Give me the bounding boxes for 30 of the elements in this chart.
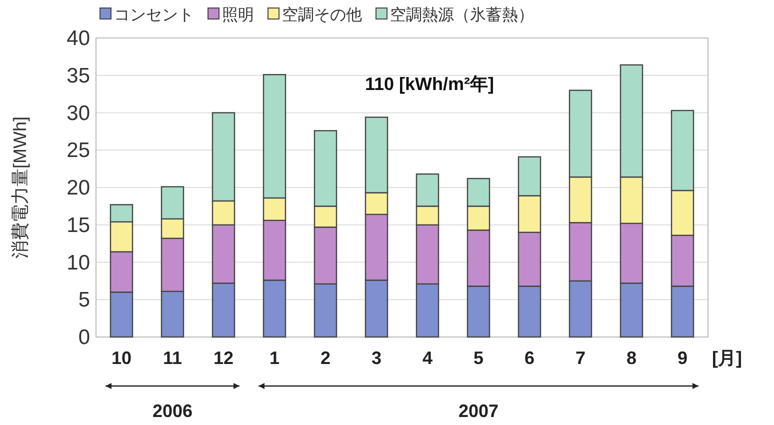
annotation: 110 [kWh/m²年] [365,74,494,94]
y-tick-label: 0 [78,326,90,349]
x-tick-label: 2 [320,348,331,368]
x-tick-label: 11 [162,348,182,368]
x-tick-label: 4 [422,348,433,368]
y-tick-label: 5 [78,288,90,312]
x-tick-label: 6 [524,348,535,368]
x-tick-label: 3 [371,348,382,368]
y-tick-label: 40 [66,27,90,50]
x-tick-label: 10 [111,348,132,368]
y-tick-label: 35 [66,64,90,88]
x-tick-label: 9 [677,348,688,368]
x-tick-label: 1 [269,348,280,368]
x-tick-label: 5 [473,348,484,368]
x-tick-label: 7 [575,348,586,368]
legend-label: 空調その他 [282,6,362,24]
x-tick-label: 8 [626,348,637,368]
x-axis-title: [月] [712,348,742,368]
legend-label: コンセント [114,7,194,24]
y-axis-title: 消費電力量[MWh] [10,116,30,258]
x-tick-label: 12 [213,348,234,368]
y-tick-label: 25 [66,139,90,162]
y-tick-label: 15 [66,214,90,237]
y-tick-label: 10 [66,251,90,274]
y-tick-label: 20 [66,176,90,200]
text: 2007 [458,401,499,421]
legend-label: 空調熱源（氷蓄熱） [390,6,534,24]
legend-label: 照明 [222,7,254,24]
y-tick-label: 30 [66,102,90,125]
text: 2006 [152,401,193,421]
